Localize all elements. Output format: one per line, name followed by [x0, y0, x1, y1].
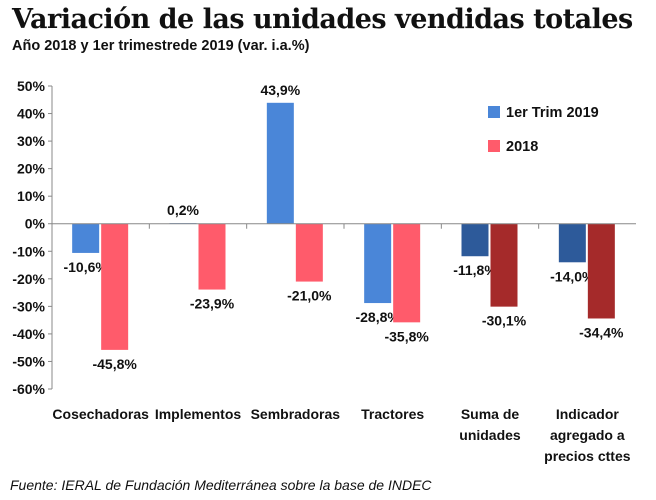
bar-1er-trim-2019	[461, 223, 489, 257]
y-tick-label: -40%	[12, 326, 45, 342]
data-label: -28,8%	[355, 309, 400, 325]
bar-1er-trim-2019	[558, 223, 586, 263]
y-tick-label: -10%	[12, 243, 45, 259]
data-label: 43,9%	[260, 82, 300, 98]
bar-2018	[101, 223, 129, 350]
y-tick-label: -50%	[12, 353, 45, 369]
y-tick-label: -20%	[12, 271, 45, 287]
y-tick-label: 10%	[17, 188, 46, 204]
y-tick-label: -30%	[12, 298, 45, 314]
y-tick-label: 40%	[17, 106, 46, 122]
data-label: -14,0%	[550, 268, 595, 284]
data-label: 0,2%	[167, 202, 199, 218]
bar-2018	[490, 223, 518, 307]
data-label: -10,6%	[63, 259, 108, 275]
chart-title: Variación de las unidades vendidas total…	[12, 4, 633, 35]
y-tick-label: -60%	[12, 381, 45, 397]
bar-2018	[393, 223, 421, 323]
y-tick-label: 20%	[17, 161, 46, 177]
bar-2018	[295, 223, 323, 282]
data-label: -11,8%	[453, 262, 497, 278]
legend-2018-swatch	[488, 140, 500, 152]
x-category-label: Implementos	[155, 406, 242, 422]
legend-2018-label: 2018	[506, 139, 538, 155]
legend-1er-trim-2019-swatch	[488, 106, 500, 118]
bar-1er-trim-2019	[266, 102, 294, 224]
bar-2018	[587, 223, 615, 319]
x-category-label: Sembradoras	[251, 406, 341, 422]
data-label: -45,8%	[92, 356, 137, 372]
data-label: -23,9%	[190, 296, 235, 312]
chart-subtitle: Año 2018 y 1er trimestrede 2019 (var. i.…	[12, 38, 310, 54]
bar-2018	[198, 223, 226, 290]
data-label: -21,0%	[287, 288, 332, 304]
bar-1er-trim-2019	[364, 223, 392, 304]
x-category-label: Suma de unidades	[459, 406, 521, 443]
bar-1er-trim-2019	[72, 223, 100, 253]
legend-1er-trim-2019-label: 1er Trim 2019	[506, 105, 599, 121]
y-tick-label: 50%	[17, 78, 46, 94]
data-label: -30,1%	[482, 313, 527, 329]
data-label: -35,8%	[384, 328, 429, 344]
x-category-label: Indicador agregado a precios cttes	[544, 406, 631, 464]
x-category-label: Tractores	[361, 406, 424, 422]
y-tick-label: 30%	[17, 133, 46, 149]
y-tick-label: 0%	[25, 216, 46, 232]
data-label: -34,4%	[579, 324, 624, 340]
x-category-label: Cosechadoras	[52, 406, 149, 422]
source-note: Fuente: IERAL de Fundación Mediterránea …	[10, 477, 432, 493]
